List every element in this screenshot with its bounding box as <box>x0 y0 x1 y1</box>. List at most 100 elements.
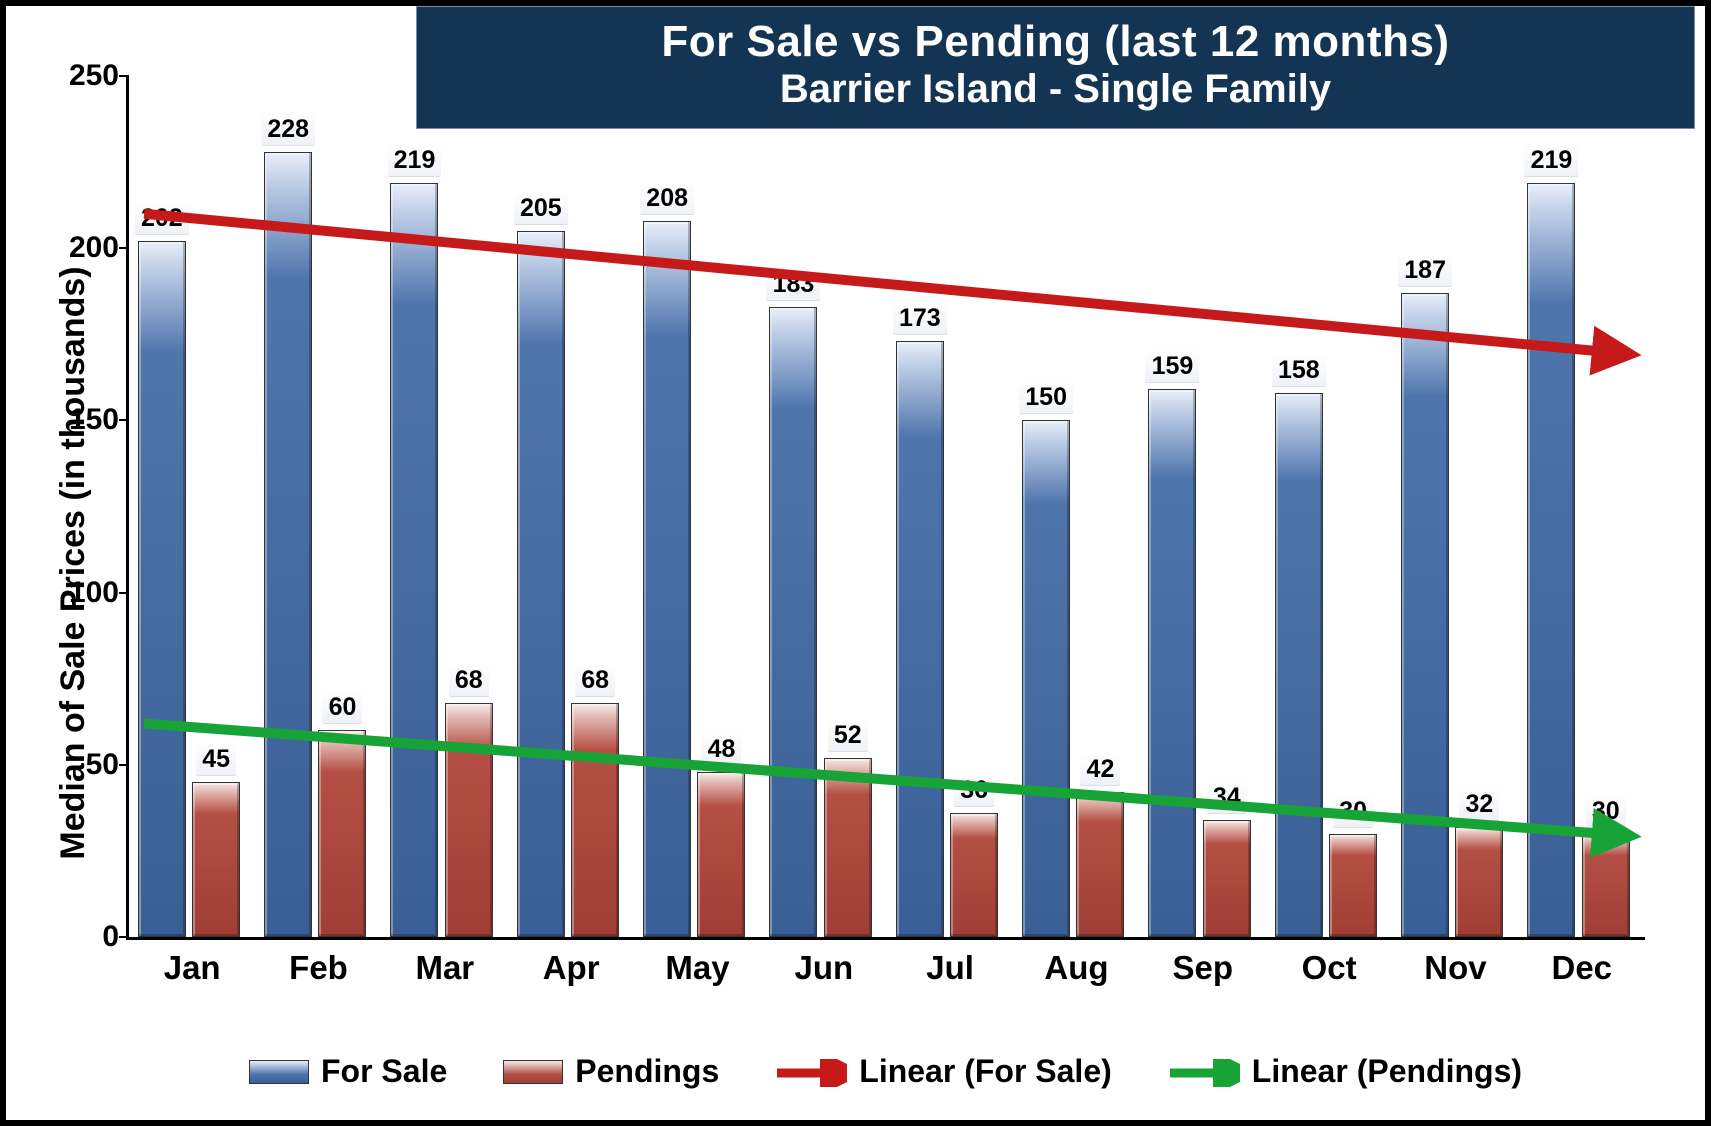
month-group: 20245Jan <box>129 76 255 937</box>
chart-title-box: For Sale vs Pending (last 12 months) Bar… <box>416 6 1695 129</box>
bar-pending <box>318 730 366 937</box>
chart-title-line1: For Sale vs Pending (last 12 months) <box>437 17 1674 67</box>
value-label-forsale: 219 <box>388 144 442 177</box>
bar-forsale <box>896 341 944 937</box>
ytick-mark <box>119 247 129 249</box>
bar-pending <box>1076 792 1124 937</box>
x-axis-label: Apr <box>508 949 634 987</box>
value-label-pending: 68 <box>575 664 615 697</box>
bar-pending <box>697 772 745 937</box>
x-axis-label: Dec <box>1519 949 1645 987</box>
month-group: 15934Sep <box>1140 76 1266 937</box>
legend-label-linear-pendings: Linear (Pendings) <box>1252 1053 1522 1090</box>
legend-label-linear-forsale: Linear (For Sale) <box>859 1053 1112 1090</box>
legend-arrow-green-icon <box>1168 1058 1240 1086</box>
ytick-mark <box>119 75 129 77</box>
bar-pending <box>950 813 998 937</box>
value-label-forsale: 158 <box>1272 354 1326 387</box>
bar-forsale <box>264 152 312 937</box>
bar-pending <box>445 703 493 937</box>
ytick-label: 250 <box>49 59 119 93</box>
x-axis-label: Mar <box>382 949 508 987</box>
plot-area: 20245Jan22860Feb21968Mar20568Apr20848May… <box>126 76 1645 940</box>
value-label-forsale: 187 <box>1398 254 1452 287</box>
ytick-label: 100 <box>49 576 119 610</box>
value-label-forsale: 202 <box>135 202 189 235</box>
month-group: 20568Apr <box>508 76 634 937</box>
value-label-pending: 42 <box>1081 753 1121 786</box>
bar-forsale <box>643 221 691 937</box>
x-axis-label: Aug <box>1013 949 1139 987</box>
ytick-mark <box>119 592 129 594</box>
bar-pending <box>1582 834 1630 937</box>
bar-forsale <box>138 241 186 937</box>
value-label-pending: 30 <box>1586 795 1626 828</box>
legend-item-forsale: For Sale <box>249 1053 447 1090</box>
x-axis-label: Jul <box>887 949 1013 987</box>
ytick-mark <box>119 764 129 766</box>
legend-label-pendings: Pendings <box>575 1053 719 1090</box>
x-axis-label: Jan <box>129 949 255 987</box>
ytick-label: 50 <box>49 748 119 782</box>
value-label-pending: 60 <box>323 691 363 724</box>
bar-forsale <box>517 231 565 937</box>
bar-pending <box>1203 820 1251 937</box>
bar-forsale <box>769 307 817 937</box>
value-label-forsale: 205 <box>514 192 568 225</box>
legend-item-pendings: Pendings <box>503 1053 719 1090</box>
bar-pending <box>1329 834 1377 937</box>
month-group: 17336Jul <box>887 76 1013 937</box>
legend-label-forsale: For Sale <box>321 1053 447 1090</box>
month-group: 18352Jun <box>761 76 887 937</box>
bar-forsale <box>1022 420 1070 937</box>
value-label-forsale: 159 <box>1146 350 1200 383</box>
x-axis-label: Oct <box>1266 949 1392 987</box>
x-axis-label: Sep <box>1140 949 1266 987</box>
bar-forsale <box>1148 389 1196 937</box>
ytick-mark <box>119 419 129 421</box>
value-label-pending: 48 <box>702 733 742 766</box>
value-label-pending: 30 <box>1333 795 1373 828</box>
month-group: 18732Nov <box>1392 76 1518 937</box>
chart-container: For Sale vs Pending (last 12 months) Bar… <box>0 0 1711 1126</box>
value-label-forsale: 228 <box>261 113 315 146</box>
value-label-forsale: 208 <box>640 182 694 215</box>
bar-forsale <box>1527 183 1575 937</box>
month-group: 21930Dec <box>1519 76 1645 937</box>
bar-forsale <box>1275 393 1323 937</box>
bar-pending <box>571 703 619 937</box>
value-label-forsale: 150 <box>1019 381 1073 414</box>
ytick-mark <box>119 936 129 938</box>
bar-forsale <box>1401 293 1449 937</box>
month-group: 22860Feb <box>255 76 381 937</box>
legend-swatch-forsale <box>249 1060 309 1084</box>
value-label-pending: 45 <box>196 743 236 776</box>
value-label-pending: 36 <box>954 774 994 807</box>
bars-strip: 20245Jan22860Feb21968Mar20568Apr20848May… <box>129 76 1645 937</box>
x-axis-label: Nov <box>1392 949 1518 987</box>
legend-item-linear-forsale: Linear (For Sale) <box>775 1053 1112 1090</box>
ytick-label: 200 <box>49 231 119 265</box>
value-label-forsale: 173 <box>893 302 947 335</box>
value-label-pending: 68 <box>449 664 489 697</box>
value-label-pending: 52 <box>828 719 868 752</box>
x-axis-label: Feb <box>255 949 381 987</box>
bar-pending <box>192 782 240 937</box>
chart-title-line2: Barrier Island - Single Family <box>437 67 1674 112</box>
ytick-label: 0 <box>49 920 119 954</box>
bar-pending <box>1455 827 1503 937</box>
month-group: 15830Oct <box>1266 76 1392 937</box>
x-axis-label: Jun <box>761 949 887 987</box>
legend-item-linear-pendings: Linear (Pendings) <box>1168 1053 1522 1090</box>
value-label-forsale: 219 <box>1525 144 1579 177</box>
month-group: 15042Aug <box>1013 76 1139 937</box>
bar-forsale <box>390 183 438 937</box>
legend: For Sale Pendings Linear (For Sale) Line… <box>126 1053 1645 1090</box>
month-group: 20848May <box>634 76 760 937</box>
bar-pending <box>824 758 872 937</box>
x-axis-label: May <box>634 949 760 987</box>
value-label-pending: 34 <box>1207 781 1247 814</box>
value-label-forsale: 183 <box>767 268 821 301</box>
legend-arrow-red-icon <box>775 1058 847 1086</box>
legend-swatch-pendings <box>503 1060 563 1084</box>
